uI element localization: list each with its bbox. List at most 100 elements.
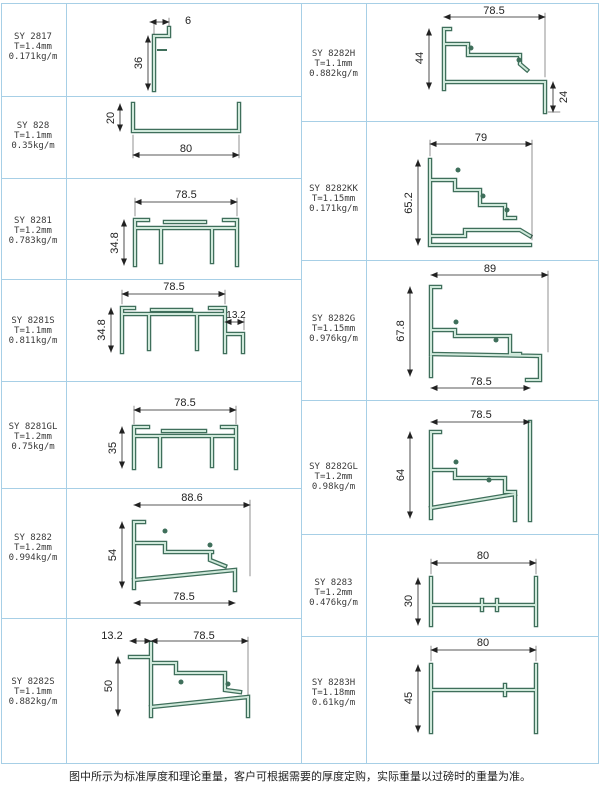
profile-weight: 0.171kg/m [8,52,58,62]
profile-code: SY 8281 [14,216,52,226]
profile-weight: 0.882kg/m [309,69,358,79]
dimension-label: 64 [395,469,407,481]
profile-code: SY 8282H [311,49,356,59]
dimension-label: 44 [414,52,426,64]
profile-thickness: T=1.2mm [314,472,353,482]
profile-label: SY 8281GL T=1.2mm 0.75kg/m [0,422,66,452]
profile-weight: 0.75kg/m [11,442,55,452]
dimension-label: 78.5 [163,281,184,293]
dimension-label: 80 [477,550,489,562]
row-divider [301,534,599,535]
profile-label: SY 8282 T=1.2mm 0.994kg/m [0,533,66,563]
profile-thickness: T=1.1mm [14,687,52,697]
profile-thickness: T=1.15mm [311,324,356,334]
profile-drawing-sy8282g [407,270,549,391]
dimension-label: 36 [133,57,145,69]
dimension-label: 50 [103,680,115,692]
dimension-label: 78.5 [174,397,195,409]
profile-label: SY 8282GL T=1.2mm 0.98kg/m [301,462,366,492]
row-divider [301,400,599,401]
dimension-label: 78.5 [470,376,491,388]
profile-drawing-sy8283 [415,558,539,628]
row-divider [1,96,301,97]
profile-weight: 0.882kg/m [8,697,58,707]
profile-drawing-sy8282kk [415,139,534,248]
dimension-label: 78.5 [470,409,491,421]
row-divider [301,121,599,122]
dimension-label: 24 [558,91,570,103]
profile-weight: 0.783kg/m [8,236,58,246]
dimension-label: 35 [107,442,119,454]
profile-drawing-sy8281gl [119,405,239,471]
profile-thickness: T=1.1mm [314,59,353,69]
profile-weight: 0.811kg/m [8,336,58,346]
profile-thickness: T=1.2mm [314,588,353,598]
profile-drawing-sy8282h [426,12,561,115]
profile-weight: 0.98kg/m [311,482,356,492]
profile-label: SY 8282H T=1.1mm 0.882kg/m [301,49,366,79]
profile-code: SY 8283H [311,678,356,688]
dimension-label: 89 [484,263,496,275]
profile-weight: 0.35kg/m [11,141,55,151]
profile-thickness: T=1.4mm [14,42,52,52]
dimension-label: 34.8 [109,232,121,253]
dimension-label: 88.6 [181,492,202,504]
profile-drawing-sy8282gl [407,419,533,523]
profile-code: SY 8281S [11,316,55,326]
profile-code: SY 8282GL [309,462,358,472]
profile-weight: 0.976kg/m [309,334,358,344]
row-divider [301,636,599,637]
profile-code: SY 8282 [14,533,52,543]
profile-drawing-sy828 [117,101,242,159]
dimension-label: 78.5 [193,630,214,642]
profile-drawing-sy8281s [108,289,246,355]
profile-label: SY 8283H T=1.18mm 0.61kg/m [301,678,366,708]
dimension-label: 13.2 [101,630,122,642]
profile-thickness: T=1.1mm [14,131,52,141]
dimension-label: 54 [107,549,119,561]
dimension-label: 79 [475,132,487,144]
dimension-label: 65.2 [403,192,415,213]
profile-thickness: T=1.2mm [14,543,52,553]
row-divider [301,260,599,261]
left-column-divider [66,3,67,764]
profile-label: SY 2817 T=1.4mm 0.171kg/m [0,32,66,62]
profile-code: SY 8282G [311,314,356,324]
profile-drawing-sy8282 [119,499,251,606]
profile-label: SY 828 T=1.1mm 0.35kg/m [0,121,66,151]
profile-code: SY 2817 [14,32,52,42]
profile-thickness: T=1.18mm [311,688,356,698]
dimension-label: 80 [180,143,192,155]
dimension-label: 80 [477,637,489,649]
dimension-label: 6 [185,15,191,27]
center-column-divider [301,3,302,764]
dimension-label: 78.5 [173,591,194,603]
profile-label: SY 8282KK T=1.15mm 0.171kg/m [301,184,366,214]
dimension-label: 30 [403,595,415,607]
profile-label: SY 8281S T=1.1mm 0.811kg/m [0,316,66,346]
profile-weight: 0.61kg/m [311,698,356,708]
profile-drawing-sy8283h [415,645,539,735]
footer-note: 图中所示为标准厚度和理论重量，客户可根据需要的厚度定购，实际重量以过磅时的重量为… [69,770,531,783]
profile-label: SY 8283 T=1.2mm 0.476kg/m [301,578,366,608]
dimension-label: 78.5 [175,189,196,201]
row-divider [1,618,301,619]
profile-weight: 0.994kg/m [8,553,58,563]
dimension-label: 45 [403,692,415,704]
profile-code: SY 8282KK [309,184,358,194]
right-column-divider [366,3,367,764]
row-divider [1,279,301,280]
profile-weight: 0.476kg/m [309,598,358,608]
profile-thickness: T=1.2mm [14,226,52,236]
profile-drawing-sy2817 [145,17,172,93]
row-divider [1,488,301,489]
profile-code: SY 8283 [314,578,353,588]
dimension-label: 67.8 [395,320,407,341]
profile-label: SY 8282G T=1.15mm 0.976kg/m [301,314,366,344]
dimension-label: 13.2 [226,310,246,321]
dimension-label: 78.5 [483,5,504,17]
profile-drawing-sy8281 [121,197,240,268]
dimension-label: 34.8 [96,319,108,340]
profile-thickness: T=1.1mm [14,326,52,336]
